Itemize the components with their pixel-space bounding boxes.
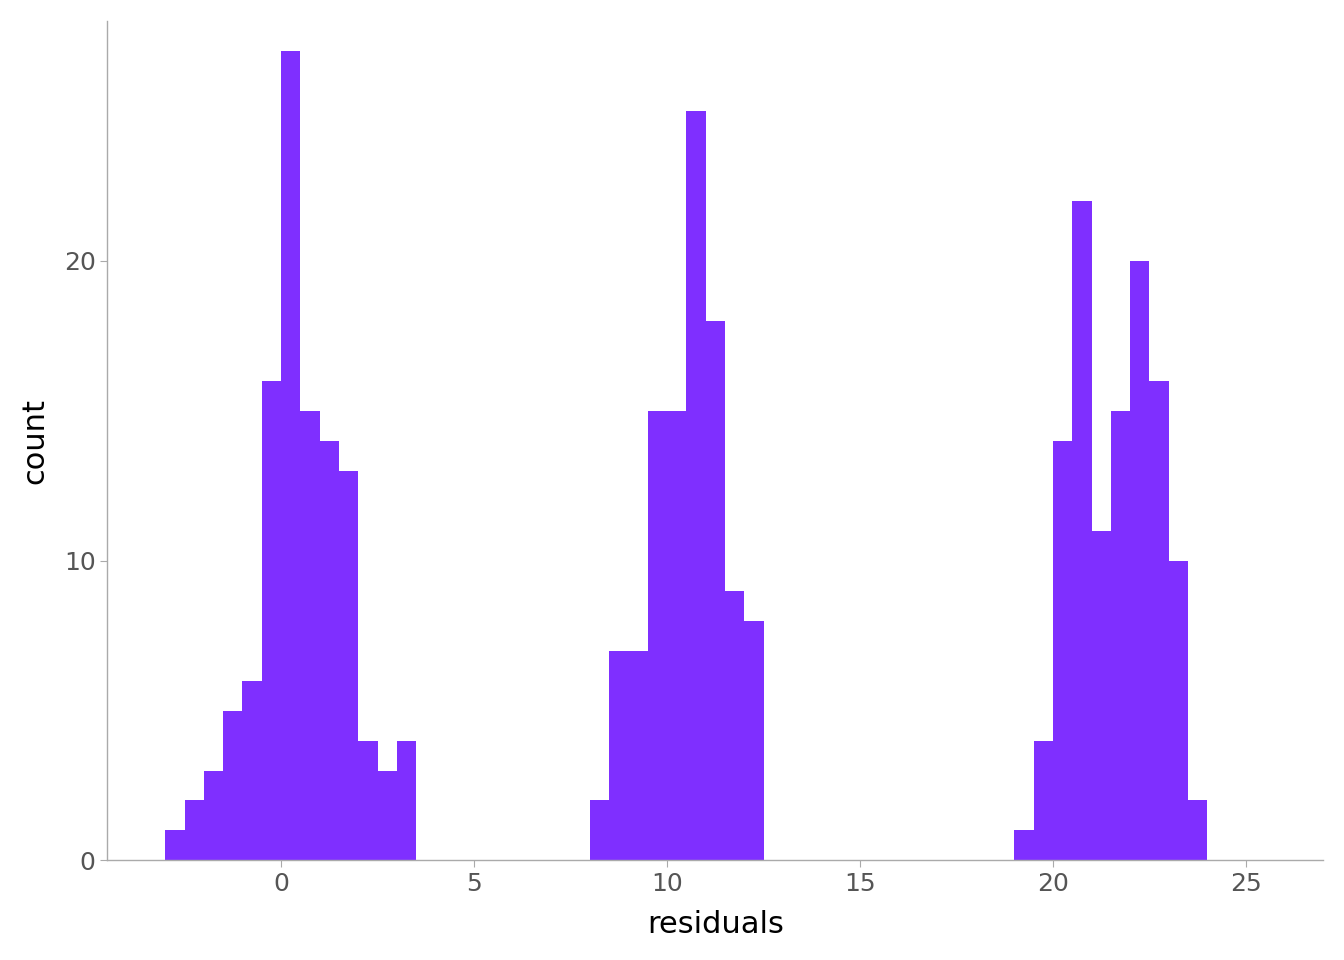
- Bar: [378, 771, 396, 860]
- Bar: [706, 321, 724, 860]
- Bar: [165, 830, 184, 860]
- Bar: [1052, 441, 1073, 860]
- Bar: [1034, 740, 1052, 860]
- Bar: [590, 801, 609, 860]
- Bar: [629, 651, 648, 860]
- Y-axis label: count: count: [22, 397, 50, 484]
- Bar: [1015, 830, 1034, 860]
- Bar: [648, 411, 667, 860]
- Bar: [1073, 201, 1091, 860]
- Bar: [204, 771, 223, 860]
- Bar: [1111, 411, 1130, 860]
- Bar: [339, 470, 359, 860]
- Bar: [396, 740, 417, 860]
- Bar: [687, 110, 706, 860]
- X-axis label: residuals: residuals: [646, 910, 784, 939]
- Bar: [1169, 561, 1188, 860]
- Bar: [724, 590, 745, 860]
- Bar: [242, 681, 262, 860]
- Bar: [262, 381, 281, 860]
- Bar: [1091, 531, 1111, 860]
- Bar: [223, 710, 242, 860]
- Bar: [281, 51, 300, 860]
- Bar: [745, 620, 763, 860]
- Bar: [667, 411, 687, 860]
- Bar: [300, 411, 320, 860]
- Bar: [1149, 381, 1169, 860]
- Bar: [359, 740, 378, 860]
- Bar: [1188, 801, 1207, 860]
- Bar: [184, 801, 204, 860]
- Bar: [1130, 261, 1149, 860]
- Bar: [320, 441, 339, 860]
- Bar: [609, 651, 629, 860]
